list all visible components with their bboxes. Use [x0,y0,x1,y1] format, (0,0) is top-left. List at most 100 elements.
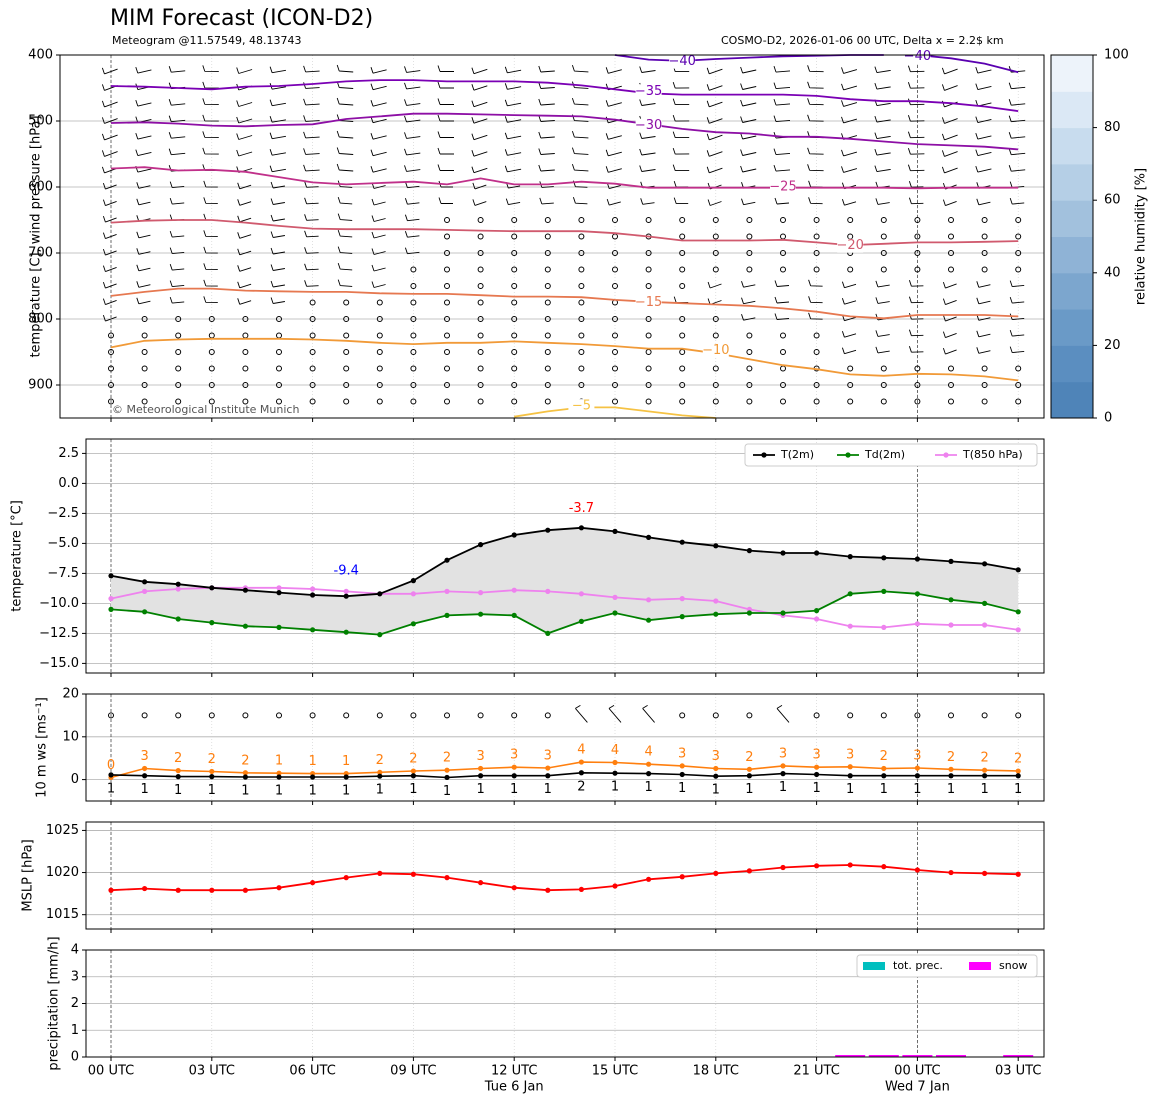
x-date-label: Wed 7 Jan [885,1080,950,1095]
series-point [713,543,719,549]
wind-barb [841,298,857,305]
series-point [881,588,887,595]
calm-wind-marker [780,217,786,223]
series-point [914,591,921,597]
calm-wind-marker [208,382,215,388]
wind-barb [504,99,522,107]
series-point [914,556,921,562]
calm-wind-marker [746,349,753,355]
calm-wind-marker [1015,398,1022,405]
wind-barb [538,148,555,155]
wind-barb [237,215,252,223]
wind-barb [539,197,554,205]
wind-barb [942,298,957,306]
calm-wind-marker [444,712,450,719]
data-label: 3 [678,746,686,761]
wind-barb [875,346,890,354]
wind-barb [706,100,723,108]
series-point [612,594,618,601]
series-point [310,774,316,780]
wind-barb [203,197,218,205]
x-tick-label: 03 UTC [995,1064,1041,1079]
wind-barb [740,66,757,74]
series-point [209,768,215,775]
wind-barb [101,133,118,141]
wind-barb [404,66,421,73]
wind-barb [706,166,723,174]
calm-wind-marker [544,349,551,355]
wind-barb [371,248,386,255]
calm-wind-marker [981,398,988,405]
wind-barb [303,164,320,172]
wind-barb [237,298,252,305]
calm-wind-marker [544,365,551,372]
colorbar-tick-label: 20 [1104,338,1121,353]
calm-wind-marker [511,398,518,405]
series-point [679,596,685,602]
wind-barb [907,164,925,172]
precipitation-bar [868,1055,899,1057]
calm-wind-marker [578,250,585,256]
colorbar-block [1051,91,1093,129]
calm-wind-marker [544,283,551,289]
calm-wind-marker [410,712,417,719]
calm-wind-marker [880,217,887,223]
series-point [612,770,618,776]
calm-wind-marker [477,283,484,289]
calm-wind-marker [477,316,484,322]
data-label: 2 [241,753,249,768]
wind-barb [203,263,218,271]
series-point [511,532,517,538]
y-tick-label: 1015 [46,907,79,922]
series-point [780,610,786,616]
wind-barb [773,65,791,73]
wind-barb [102,199,117,207]
calm-wind-marker [477,217,484,223]
isotherm-line [110,112,1019,151]
calm-wind-marker [309,365,316,372]
wind-barb [304,280,319,287]
wind-barb [202,65,219,73]
series-point [679,763,685,769]
calm-wind-marker [141,316,148,322]
series-point [679,539,685,545]
isotherm-line [917,54,1019,74]
wind-barb [608,705,622,723]
wind-barb [370,166,387,173]
series-point [1015,567,1021,573]
y-tick-label: −10.0 [39,596,79,611]
wind-barb [136,248,151,255]
calm-wind-marker [746,398,753,405]
calm-wind-marker [914,398,921,405]
colorbar-block [1051,272,1093,310]
series-point [914,765,921,771]
colorbar-block [1051,55,1093,92]
calm-wind-marker [578,217,585,223]
calm-wind-marker [914,266,921,273]
calm-wind-marker [410,332,417,339]
isotherm-label-bg [837,238,864,253]
wind-barb [942,347,957,355]
data-label: 3 [846,747,854,762]
legend-marker [845,452,851,458]
x-tick-label: 00 UTC [894,1064,940,1079]
wind-barb [237,182,252,190]
temperature-frame [85,438,1045,674]
calm-wind-marker [444,398,450,405]
series-point [444,612,450,619]
dewpoint-spread-fill [111,527,1019,635]
wind-barb [1008,165,1026,172]
y-tick-label: 900 [28,378,53,393]
wind-barb [975,149,992,157]
data-label: 2 [409,752,417,767]
calm-wind-marker [376,712,383,719]
x-tick-label: 15 UTC [592,1064,638,1079]
wind-barb [672,114,690,122]
series-point [545,527,551,533]
data-label: 1 [275,754,283,769]
wind-barb [874,115,891,123]
wind-barb [269,99,286,107]
wind-barb [169,296,185,304]
calm-wind-marker [1015,382,1022,388]
series-point [310,592,316,598]
